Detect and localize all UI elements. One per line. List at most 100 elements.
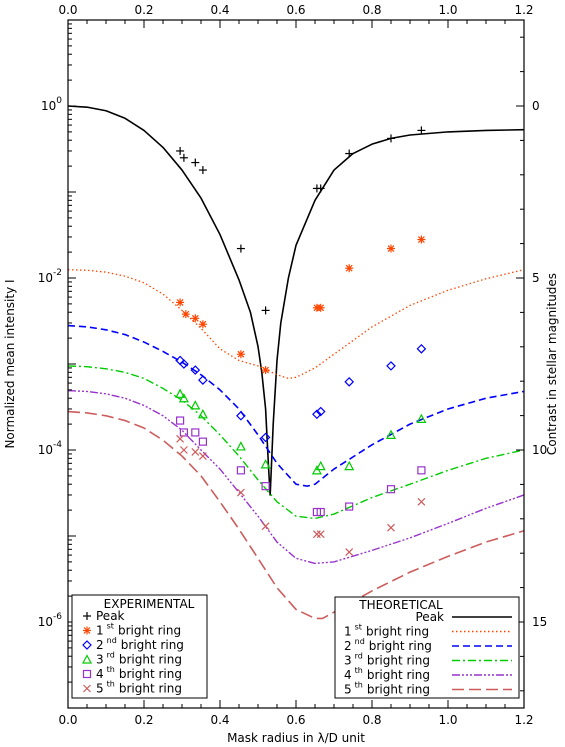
experimental-point-peak bbox=[176, 146, 185, 155]
x-tick-label-top: 0.6 bbox=[286, 3, 305, 17]
x-tick-label-top: 0.0 bbox=[58, 3, 77, 17]
experimental-point-ring4 bbox=[417, 466, 426, 475]
experimental-point-peak bbox=[316, 184, 325, 193]
x-tick-label-top: 0.2 bbox=[134, 3, 153, 17]
y-axis-title: Normalized mean intensity I bbox=[3, 279, 17, 448]
experimental-point-ring4 bbox=[198, 437, 207, 446]
legend-exp-label: Peak bbox=[96, 609, 125, 623]
experimental-point-ring4 bbox=[316, 507, 325, 517]
experimental-point-ring5 bbox=[312, 530, 321, 539]
legend-marker-diamond bbox=[82, 640, 92, 650]
experimental-point-ring1 bbox=[261, 366, 270, 375]
y-tick-label: 10-2 bbox=[38, 268, 62, 285]
x-axis-title: Mask radius in λ/D unit bbox=[227, 731, 365, 745]
experimental-point-ring4 bbox=[176, 416, 185, 425]
legend-marker-triangle bbox=[82, 654, 92, 664]
experimental-point-peak bbox=[179, 153, 188, 162]
experimental-point-ring2 bbox=[260, 432, 271, 443]
experimental-point-ring4 bbox=[386, 485, 396, 494]
experimental-point-ring3 bbox=[386, 429, 396, 439]
legend-experimental-title: EXPERIMENTAL bbox=[104, 597, 195, 611]
theoretical-curve-ring3 bbox=[67, 365, 525, 520]
experimental-point-ring5 bbox=[191, 447, 200, 456]
experimental-point-ring4 bbox=[345, 502, 354, 511]
experimental-point-ring2 bbox=[312, 409, 322, 420]
experimental-point-ring2 bbox=[198, 375, 208, 385]
legend-marker-plus bbox=[83, 612, 91, 620]
legend-marker-square bbox=[82, 669, 92, 679]
legend-marker-x bbox=[83, 684, 91, 693]
experimental-point-ring4 bbox=[261, 482, 270, 491]
theoretical-curve-ring5 bbox=[67, 410, 525, 620]
experimental-point-ring1 bbox=[387, 244, 395, 253]
theoretical-curve-ring1 bbox=[67, 269, 525, 380]
x-tick-label-top: 0.4 bbox=[210, 3, 229, 17]
experimental-point-ring3 bbox=[260, 459, 271, 469]
experimental-point-ring3 bbox=[344, 460, 355, 471]
x-tick-label-top: 0.8 bbox=[362, 3, 381, 17]
experimental-point-ring3 bbox=[190, 400, 201, 410]
experimental-point-ring3 bbox=[315, 460, 326, 471]
experimental-point-peak bbox=[387, 134, 395, 143]
experimental-point-ring5 bbox=[179, 446, 188, 454]
y-right-tick-label: 0 bbox=[532, 99, 540, 113]
y-right-tick-label: 5 bbox=[532, 271, 540, 285]
experimental-point-ring1 bbox=[417, 235, 426, 244]
experimental-point-ring4 bbox=[179, 428, 188, 437]
y-tick-label: 100 bbox=[41, 96, 62, 113]
legend-theoretical-title: THEORETICAL bbox=[358, 598, 443, 612]
x-tick-label-bottom: 0.6 bbox=[286, 713, 305, 727]
experimental-point-ring3 bbox=[175, 388, 186, 398]
experimental-point-ring1 bbox=[176, 298, 185, 307]
y-tick-label: 10-6 bbox=[38, 612, 63, 629]
experimental-point-ring3 bbox=[197, 409, 208, 419]
experimental-point-ring1 bbox=[181, 310, 190, 319]
x-tick-label-bottom: 0.4 bbox=[210, 713, 229, 727]
y-right-tick-label: 15 bbox=[532, 615, 547, 629]
experimental-point-ring1 bbox=[191, 314, 200, 323]
experimental-point-peak bbox=[417, 126, 426, 135]
y-right-tick-label: 10 bbox=[532, 443, 547, 457]
experimental-point-ring5 bbox=[261, 522, 270, 531]
experimental-point-ring2 bbox=[190, 365, 201, 375]
experimental-point-ring2 bbox=[315, 406, 326, 417]
experimental-point-peak bbox=[198, 166, 207, 175]
experimental-point-ring1 bbox=[345, 264, 354, 273]
experimental-point-ring4 bbox=[191, 428, 200, 437]
legend-marker-asterisk bbox=[83, 626, 91, 635]
experimental-point-ring2 bbox=[386, 361, 396, 371]
experimental-point-peak bbox=[261, 306, 270, 315]
x-tick-label-bottom: 1.0 bbox=[438, 713, 457, 727]
experimental-point-peak bbox=[345, 149, 354, 158]
experimental-point-ring4 bbox=[236, 466, 245, 475]
experimental-point-ring5 bbox=[417, 497, 426, 506]
experimental-point-ring1 bbox=[236, 350, 245, 359]
x-tick-label-top: 1.2 bbox=[514, 3, 533, 17]
theoretical-curve-ring4 bbox=[67, 389, 525, 565]
experimental-point-ring3 bbox=[235, 441, 246, 451]
experimental-point-ring2 bbox=[344, 377, 355, 387]
experimental-point-ring5 bbox=[236, 488, 245, 497]
theoretical-curve-peak bbox=[67, 105, 525, 496]
x-tick-label-bottom: 0.2 bbox=[134, 713, 153, 727]
experimental-point-ring1 bbox=[316, 303, 325, 312]
experimental-point-ring5 bbox=[176, 434, 185, 443]
x-tick-label-top: 1.0 bbox=[438, 3, 457, 17]
y-tick-label: 10-4 bbox=[38, 440, 63, 457]
experimental-point-ring5 bbox=[316, 530, 325, 539]
experimental-point-ring1 bbox=[198, 320, 207, 329]
experimental-point-ring3 bbox=[178, 392, 189, 403]
experimental-point-ring2 bbox=[236, 410, 246, 421]
experimental-point-ring5 bbox=[198, 452, 207, 460]
x-tick-label-bottom: 0.0 bbox=[58, 713, 77, 727]
